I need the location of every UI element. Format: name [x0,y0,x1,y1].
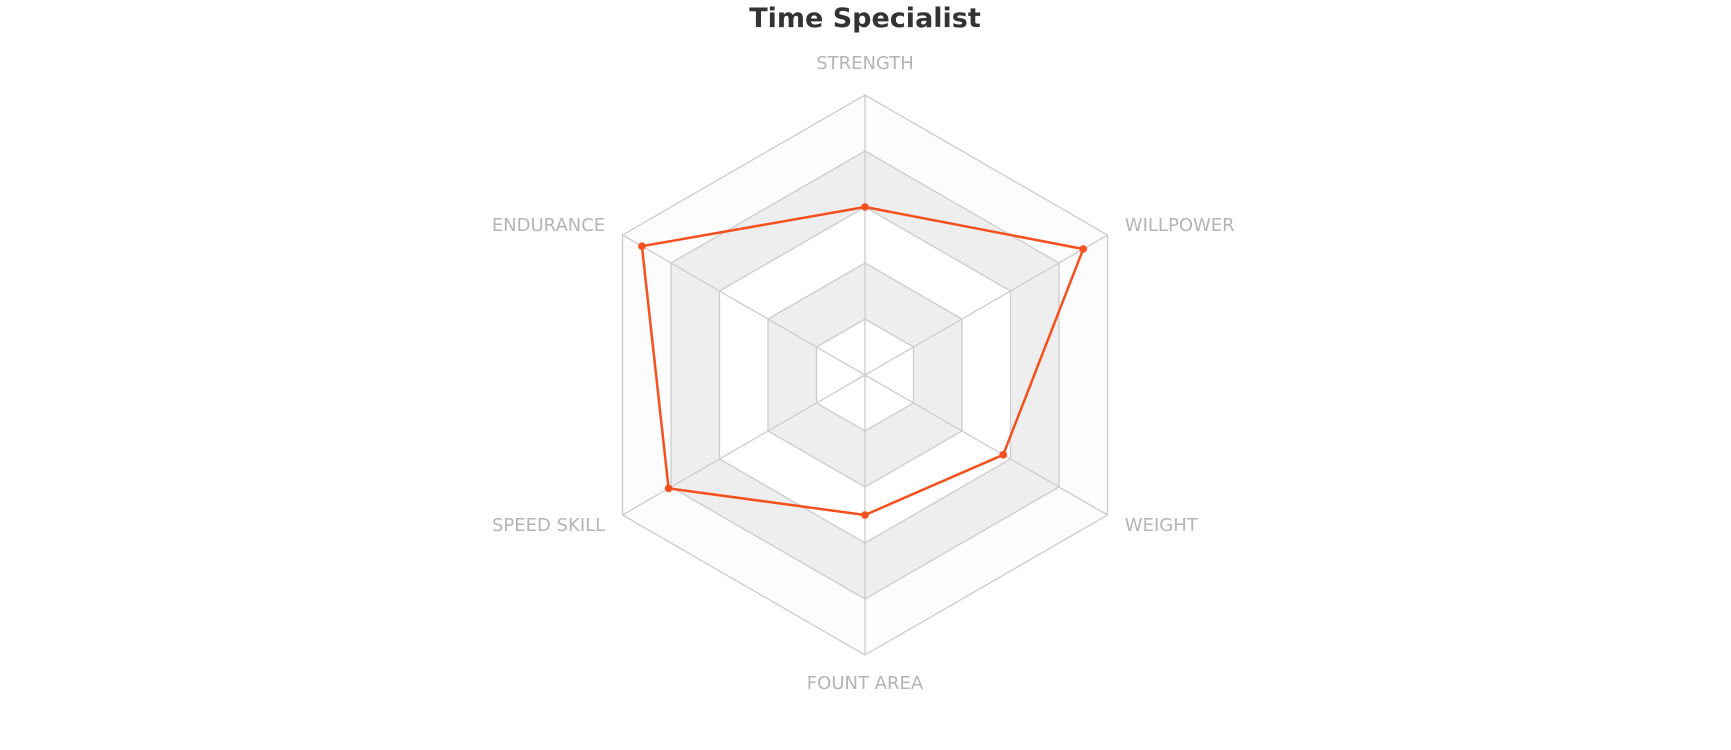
axis-label-speed-skill: SPEED SKILL [492,515,605,536]
axis-label-weight: WEIGHT [1125,515,1199,536]
radar-spoke-1 [864,234,1108,376]
axis-label-strength: STRENGTH [816,53,914,74]
axis-label-willpower: WILLPOWER [1125,215,1235,236]
radar-grid-lines [621,94,1109,656]
axis-label-fount-area: FOUNT AREA [807,673,924,694]
radar-spoke-5 [622,234,866,376]
radar-spoke-4 [622,374,866,516]
data-point-speed-skill [664,484,673,493]
data-point-weight [999,451,1008,459]
axis-label-endurance: ENDURANCE [492,215,605,236]
chart-title: Time Specialist [749,3,981,34]
data-point-willpower [1079,245,1088,253]
radar-series-layer [638,203,1088,519]
data-point-strength [861,203,869,211]
radar-axis-labels: STRENGTH WILLPOWER WEIGHT FOUNT AREA SPEED S… [492,53,1235,694]
radar-spoke-2 [864,374,1108,516]
data-point-fount-area [861,511,869,519]
data-point-endurance [638,242,646,250]
